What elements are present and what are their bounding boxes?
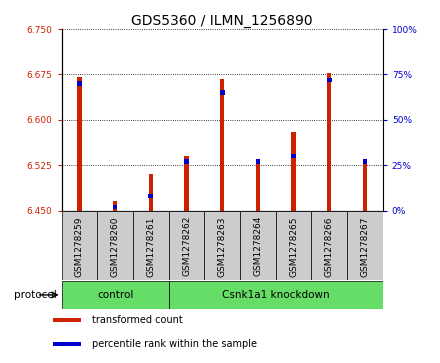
Bar — [256, 159, 260, 164]
Bar — [148, 194, 153, 198]
Bar — [327, 73, 331, 211]
Text: percentile rank within the sample: percentile rank within the sample — [92, 339, 257, 349]
FancyBboxPatch shape — [169, 211, 204, 280]
Bar — [184, 156, 189, 211]
Bar — [363, 159, 367, 211]
Bar — [256, 159, 260, 211]
Bar — [220, 90, 224, 95]
FancyBboxPatch shape — [312, 211, 347, 280]
FancyBboxPatch shape — [53, 318, 81, 322]
FancyBboxPatch shape — [204, 211, 240, 280]
Text: protocol: protocol — [15, 290, 57, 300]
Title: GDS5360 / ILMN_1256890: GDS5360 / ILMN_1256890 — [132, 14, 313, 28]
FancyBboxPatch shape — [62, 281, 169, 309]
Bar — [220, 79, 224, 211]
Bar — [363, 159, 367, 164]
Text: GSM1278263: GSM1278263 — [218, 216, 227, 277]
Text: GSM1278262: GSM1278262 — [182, 216, 191, 277]
Bar — [113, 201, 117, 211]
Text: GSM1278259: GSM1278259 — [75, 216, 84, 277]
Text: transformed count: transformed count — [92, 315, 182, 325]
Text: control: control — [97, 290, 133, 300]
Bar — [291, 154, 296, 158]
Text: GSM1278260: GSM1278260 — [110, 216, 120, 277]
FancyBboxPatch shape — [53, 342, 81, 346]
Bar — [149, 174, 153, 211]
Bar — [77, 81, 82, 86]
FancyBboxPatch shape — [276, 211, 312, 280]
FancyBboxPatch shape — [97, 211, 133, 280]
FancyBboxPatch shape — [347, 211, 383, 280]
FancyBboxPatch shape — [240, 211, 276, 280]
Text: GSM1278266: GSM1278266 — [325, 216, 334, 277]
Bar — [113, 205, 117, 209]
FancyBboxPatch shape — [133, 211, 169, 280]
Text: GSM1278265: GSM1278265 — [289, 216, 298, 277]
Text: GSM1278264: GSM1278264 — [253, 216, 262, 277]
Bar — [291, 132, 296, 211]
Bar — [327, 78, 332, 82]
FancyBboxPatch shape — [62, 211, 97, 280]
Bar — [184, 159, 189, 164]
Text: GSM1278261: GSM1278261 — [147, 216, 155, 277]
Bar — [77, 77, 81, 211]
FancyBboxPatch shape — [169, 281, 383, 309]
Text: Csnk1a1 knockdown: Csnk1a1 knockdown — [222, 290, 330, 300]
Text: GSM1278267: GSM1278267 — [360, 216, 370, 277]
